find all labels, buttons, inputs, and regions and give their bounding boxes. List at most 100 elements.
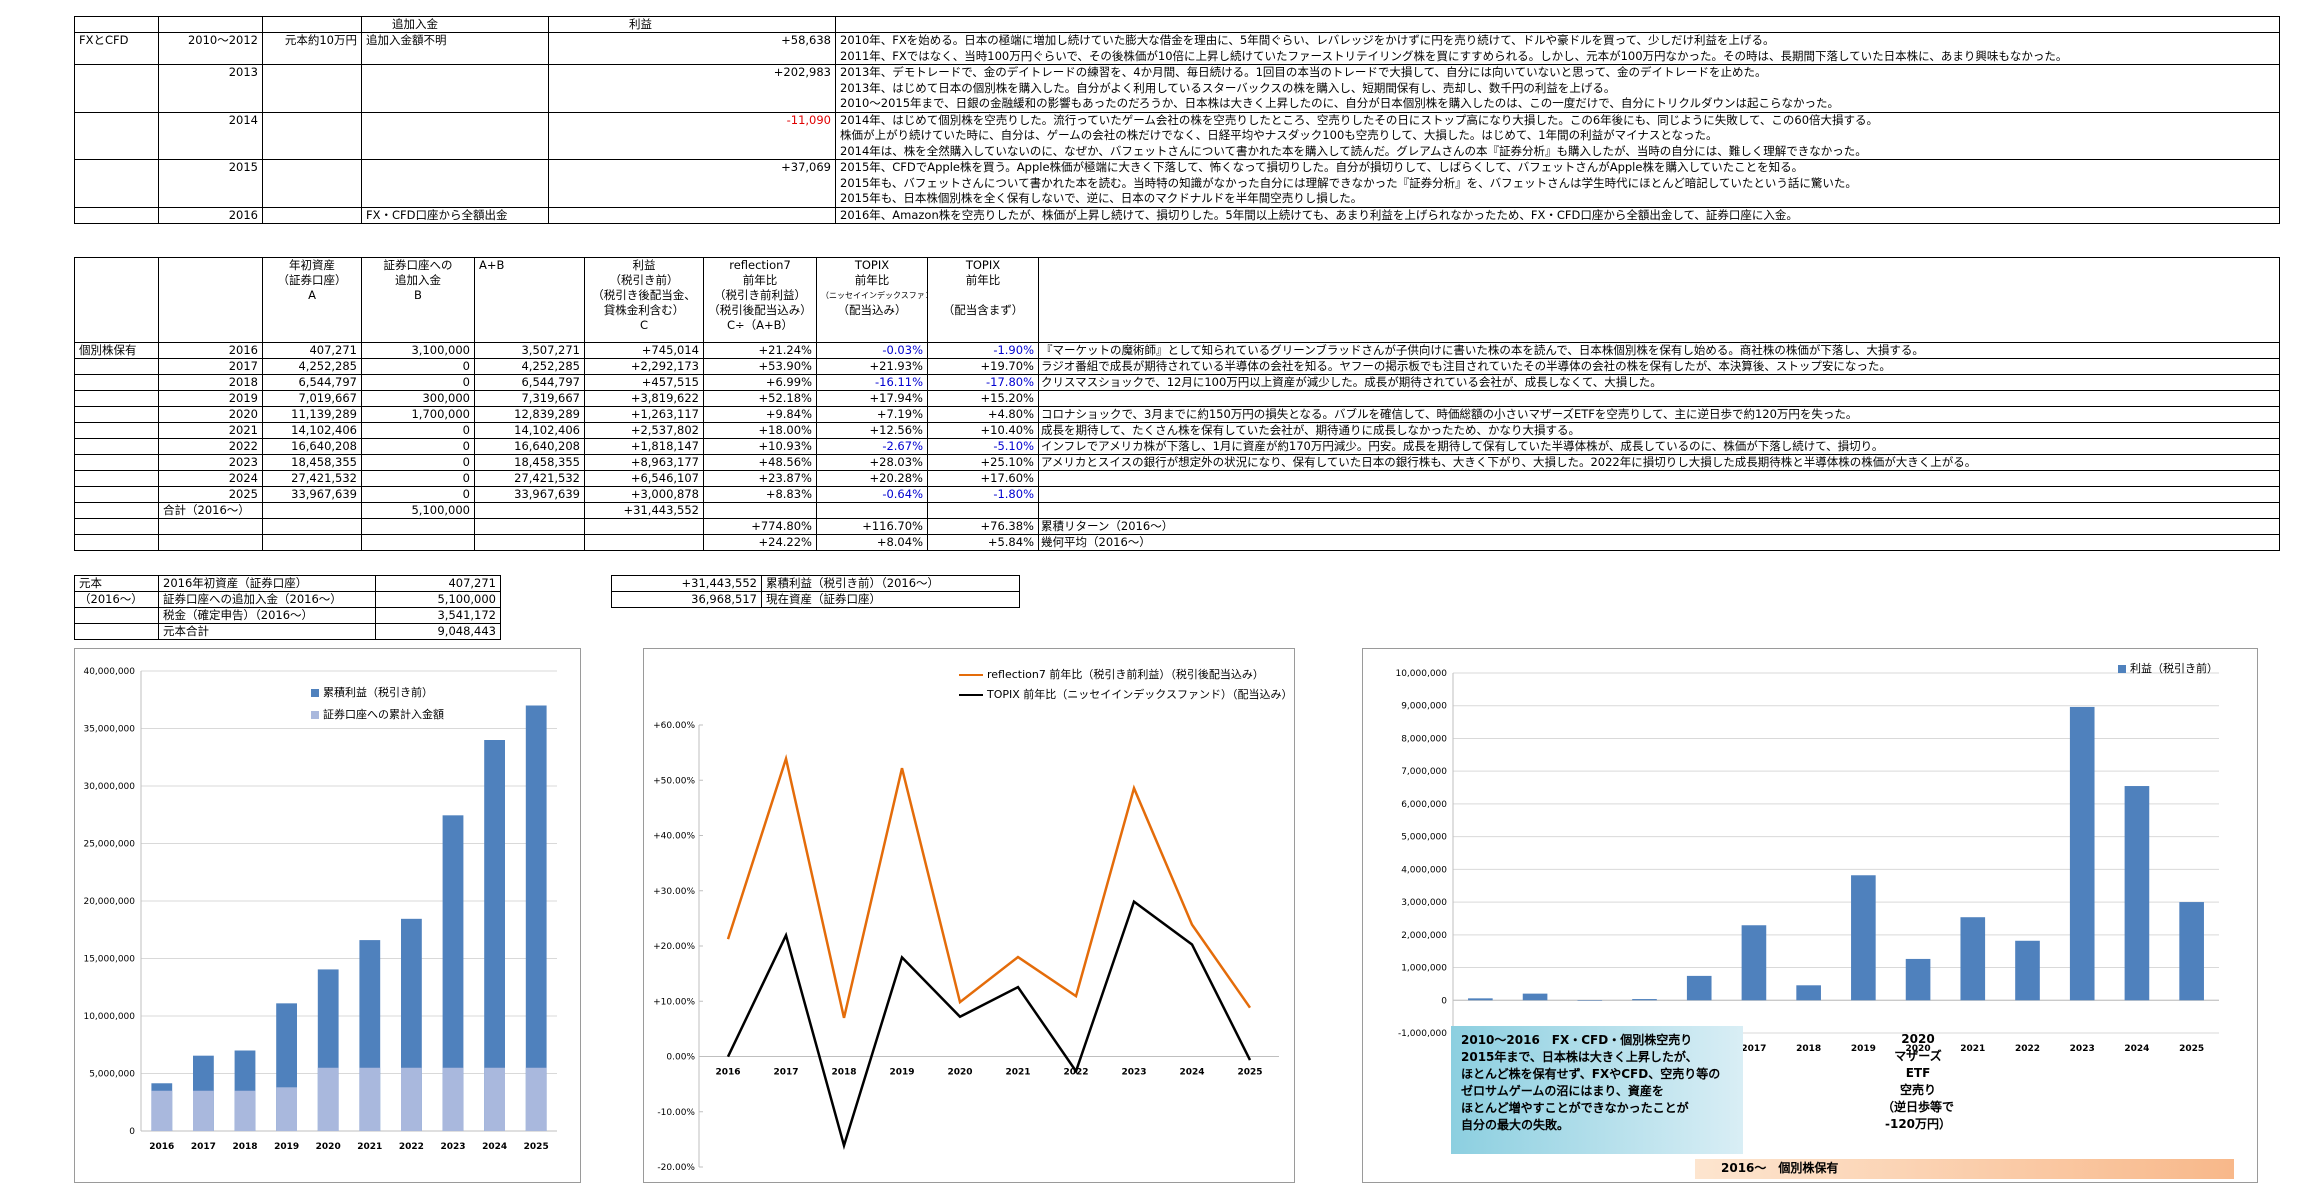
y-tick-label: 0 (129, 1127, 135, 1137)
profit-cell: +3,819,622 (584, 390, 704, 407)
year-cell: 2016 (158, 206, 263, 224)
y-tick-label: 6,000,000 (1401, 800, 1447, 810)
y-tick-label: 2,000,000 (1401, 931, 1447, 941)
reflection7-cell: +10.93% (703, 438, 817, 455)
bar (442, 815, 464, 1131)
table-row: 2021 14,102,406 0 14,102,406 +2,537,802 +18.0… (74, 422, 2280, 439)
y-tick-label: +40.00% (653, 832, 695, 842)
deposit-cell: 0 (361, 486, 475, 503)
principal-cell (262, 159, 362, 208)
header-line: TOPIX (854, 258, 890, 273)
y-tick-label: -10.00% (657, 1108, 695, 1118)
table-cell (74, 438, 159, 455)
total-profit: +31,443,552 (584, 502, 704, 519)
note-line: 2014年、はじめて個別株を空売りした。流行っていたゲーム会社の株を空売りしたと… (840, 112, 1879, 127)
legend-label: TOPIX 前年比（ニッセイインデックスファンド）（配当込み） (987, 688, 1293, 701)
table-row: 税金（確定申告）（2016～） 3,541,172 (74, 607, 501, 624)
note-line: 株価が上がり続けていた時に、自分は、ゲームの会社の株だけでなく、日経平均やナスダ… (840, 128, 1718, 142)
topix-cell: -5.10% (927, 438, 1039, 455)
header-line: （税引後配当込み） (708, 303, 812, 317)
column-header-h3: A+B (474, 257, 585, 343)
x-tick-label: 2021 (1005, 1068, 1030, 1078)
table-cell (584, 534, 704, 551)
header-line: B (414, 288, 422, 302)
table-cell (74, 454, 159, 471)
table-row: 個別株保有 2016 407,271 3,100,000 3,507,271 +745,0… (74, 342, 2280, 359)
y-tick-label: 1,000,000 (1401, 964, 1447, 974)
reflection7-cell: +18.00% (703, 422, 817, 439)
deposit-cell: FX・CFD口座から全額出金 (361, 206, 549, 224)
header-line: 追加入金 (395, 273, 441, 287)
cumulative-bar-chart: 0 5,000,000 10,000,000 15,000,000 20,000,000… (83, 667, 557, 1152)
header-line: reflection7 (729, 258, 791, 273)
column-header: 追加入金 (361, 16, 549, 33)
year-cell: 2014 (158, 111, 263, 160)
y-tick-label: 5,000,000 (89, 1070, 135, 1080)
y-tick-label: 5,000,000 (1401, 833, 1447, 843)
yoy-line-chart: -20.00% -10.00% 0.00% +10.00% +20.00% +30.00%… (653, 721, 1279, 1173)
total-cell: 4,252,285 (474, 358, 585, 375)
note-cell: 2016年、Amazon株を空売りしたが、株価が上昇し続けて、損切りした。5年間… (835, 206, 2280, 224)
year-cell: 2020 (158, 406, 263, 423)
table-row: 2014 -11,090 2014年、はじめて個別株を空売りした。流行っていたゲーム… (74, 111, 2280, 160)
deposit-cell: 3,100,000 (361, 342, 475, 359)
note-cell: 2014年、はじめて個別株を空売りした。流行っていたゲーム会社の株を空売りしたと… (835, 111, 2280, 160)
table-cell (474, 502, 585, 519)
note-cell (1038, 470, 2280, 487)
column-header: 利益 (548, 16, 836, 33)
table-row: 元本 2016年初資産（証券口座） 407,271 (74, 575, 501, 592)
column-header-h1: 年初資産 （証券口座） A (262, 257, 362, 343)
x-tick-label: 2025 (524, 1142, 549, 1152)
x-tick-label: 2018 (1796, 1044, 1821, 1054)
principal-cell: 元本約10万円 (262, 32, 362, 65)
bar (1905, 958, 1931, 1001)
profit-cell: -11,090 (548, 111, 836, 160)
asset-cell: 6,544,797 (262, 374, 362, 391)
x-tick-label: 2021 (357, 1142, 382, 1152)
table-cell (74, 470, 159, 487)
topix-nissay-cell: +20.28% (816, 470, 928, 487)
table-row: （2016～） 証券口座への追加入金（2016～） 5,100,000 (74, 591, 501, 608)
table-cell (262, 534, 362, 551)
reflection7-cell: +9.84% (703, 406, 817, 423)
deposit-cell: 300,000 (361, 390, 475, 407)
principal-item-label: 税金（確定申告）（2016～） (158, 607, 376, 624)
bar (442, 1067, 464, 1131)
annotation-line: ほとんど増やすことができなかったことが (1461, 1101, 1689, 1115)
table-cell (262, 518, 362, 535)
total-cell: 6,544,797 (474, 374, 585, 391)
total-label: 合計（2016～） (158, 502, 263, 519)
annotation-line: マザーズ (1894, 1049, 1942, 1063)
topix-cell: -1.90% (927, 342, 1039, 359)
bar (2015, 940, 2040, 1001)
topix-nissay-cell: +28.03% (816, 454, 928, 471)
y-tick-label: 40,000,000 (83, 667, 135, 677)
x-tick-label: 2024 (1179, 1068, 1204, 1078)
summary-value: +31,443,552 (611, 575, 762, 592)
cumulative-row: +774.80% +116.70% +76.38% 累積リターン（2016～） (74, 518, 2280, 535)
summary-table: +31,443,552 累積利益（税引き前）（2016～） 36,968,517 現在… (611, 575, 1020, 608)
legend-label: 利益（税引き前） (2130, 662, 2218, 675)
legend-item-cumulative-deposit: 証券口座への累計入金額 (311, 708, 444, 722)
y-tick-label: +60.00% (653, 721, 695, 731)
holding-period-bar: 2016～ 個別株保有 (1695, 1159, 2234, 1179)
column-header (158, 16, 263, 33)
note-line: 2010年、FXを始める。日本の極端に増加し続けていた膨大な借金を理由に、5年間… (840, 33, 1775, 48)
y-tick-label: 10,000,000 (1395, 669, 1447, 679)
note-cell: 2013年、デモトレードで、金のデイトレードの練習を、4か月間、毎日続ける。1回… (835, 64, 2280, 113)
total-cell: 12,839,289 (474, 406, 585, 423)
note-line: 2016年、Amazon株を空売りしたが、株価が上昇し続けて、損切りした。5年間… (840, 207, 1798, 222)
y-tick-label: 3,000,000 (1401, 898, 1447, 908)
x-tick-label: 2024 (482, 1142, 507, 1152)
annotation-line: （逆日歩等で (1881, 1100, 1954, 1114)
annotation-line: 空売り (1899, 1083, 1936, 1097)
annotation-line: 自分の最大の失敗。 (1461, 1118, 1570, 1132)
x-tick-label: 2025 (2179, 1044, 2204, 1054)
topix-cell: -17.80% (927, 374, 1039, 391)
topix-nissay-cell: +21.93% (816, 358, 928, 375)
annotation-line: 2020 (1901, 1032, 1935, 1046)
x-tick-label: 2023 (440, 1142, 465, 1152)
table-cell (262, 502, 362, 519)
topix-nissay-cell: +116.70% (816, 518, 928, 535)
total-cell: 16,640,208 (474, 438, 585, 455)
